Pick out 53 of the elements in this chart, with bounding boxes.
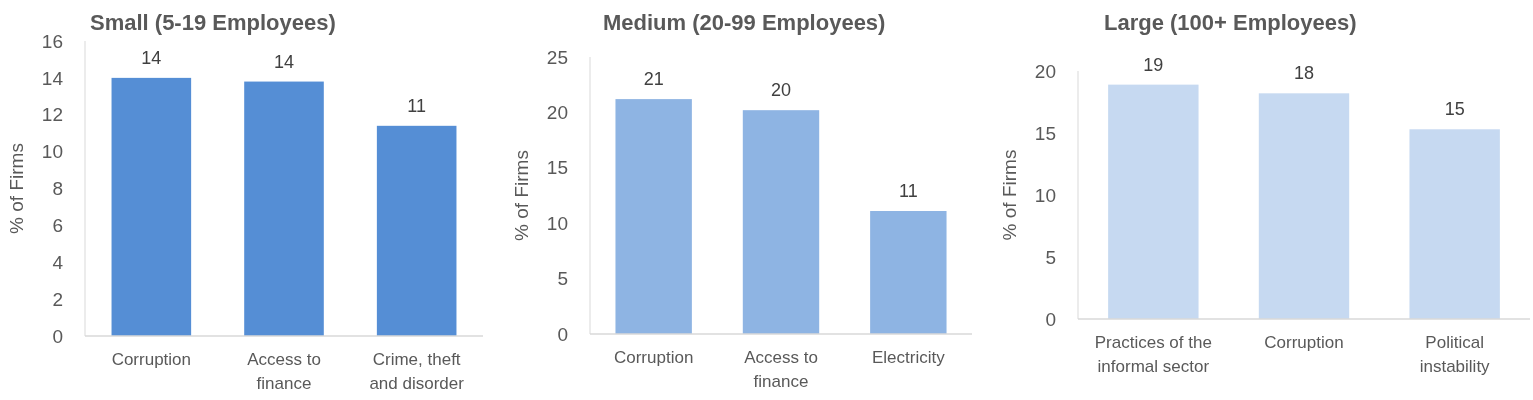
y-tick-label: 2 bbox=[52, 288, 63, 310]
bar bbox=[1108, 84, 1199, 319]
bar bbox=[1409, 129, 1500, 319]
x-tick-label: Access to finance bbox=[247, 350, 321, 393]
y-axis-title: % of Firms bbox=[6, 143, 27, 234]
data-label: 11 bbox=[898, 181, 918, 202]
bar bbox=[244, 81, 324, 336]
bar bbox=[376, 125, 457, 336]
x-tick-label: Corruption bbox=[111, 350, 192, 369]
data-label: 14 bbox=[141, 47, 162, 68]
y-tick-label: 10 bbox=[41, 141, 63, 163]
y-tick-label: 0 bbox=[1045, 308, 1056, 330]
data-label: 20 bbox=[770, 80, 792, 101]
x-tick-label: Crime, theft and disorder bbox=[369, 350, 465, 393]
bar bbox=[111, 77, 192, 336]
y-axis-title: % of Firms bbox=[999, 149, 1020, 241]
data-label: 14 bbox=[273, 51, 295, 72]
y-tick-label: 15 bbox=[546, 157, 568, 179]
y-tick-label: 0 bbox=[557, 323, 568, 345]
y-tick-label: 4 bbox=[52, 251, 64, 273]
x-tick-label: Corruption bbox=[1264, 333, 1344, 352]
bar bbox=[1258, 93, 1350, 319]
y-tick-label: 6 bbox=[52, 215, 63, 237]
y-tick-label: 10 bbox=[1034, 184, 1056, 206]
y-tick-label: 5 bbox=[1045, 246, 1056, 268]
bar bbox=[615, 99, 692, 334]
data-label: 19 bbox=[1143, 54, 1164, 75]
y-tick-label: 0 bbox=[52, 325, 63, 347]
x-tick-label: Access to finance bbox=[744, 348, 818, 391]
chart-title: Medium (20-99 Employees) bbox=[603, 10, 886, 35]
y-tick-label: 12 bbox=[41, 104, 63, 126]
data-label: 15 bbox=[1444, 99, 1465, 120]
chart-title: Large (100+ Employees) bbox=[1104, 10, 1357, 35]
chart-title: Small (5-19 Employees) bbox=[90, 10, 336, 35]
y-tick-label: 16 bbox=[41, 30, 63, 52]
x-tick-label: Political instability bbox=[1419, 333, 1491, 376]
y-tick-label: 20 bbox=[1034, 60, 1056, 82]
y-tick-label: 15 bbox=[1034, 122, 1056, 144]
y-axis-title: % of Firms bbox=[511, 150, 532, 241]
x-tick-label: Corruption bbox=[613, 348, 694, 367]
bar bbox=[870, 211, 947, 334]
x-tick-label: Practices of the informal sector bbox=[1094, 333, 1212, 376]
bar bbox=[742, 110, 820, 334]
y-tick-label: 14 bbox=[41, 67, 64, 89]
y-tick-label: 25 bbox=[546, 46, 568, 68]
y-tick-label: 5 bbox=[557, 268, 568, 290]
x-tick-label: Electricity bbox=[871, 348, 946, 367]
y-tick-label: 20 bbox=[546, 102, 568, 124]
y-tick-label: 8 bbox=[52, 178, 63, 200]
y-tick-label: 10 bbox=[546, 212, 568, 234]
data-label: 11 bbox=[407, 95, 427, 116]
data-label: 18 bbox=[1293, 63, 1315, 84]
data-label: 21 bbox=[643, 69, 664, 90]
